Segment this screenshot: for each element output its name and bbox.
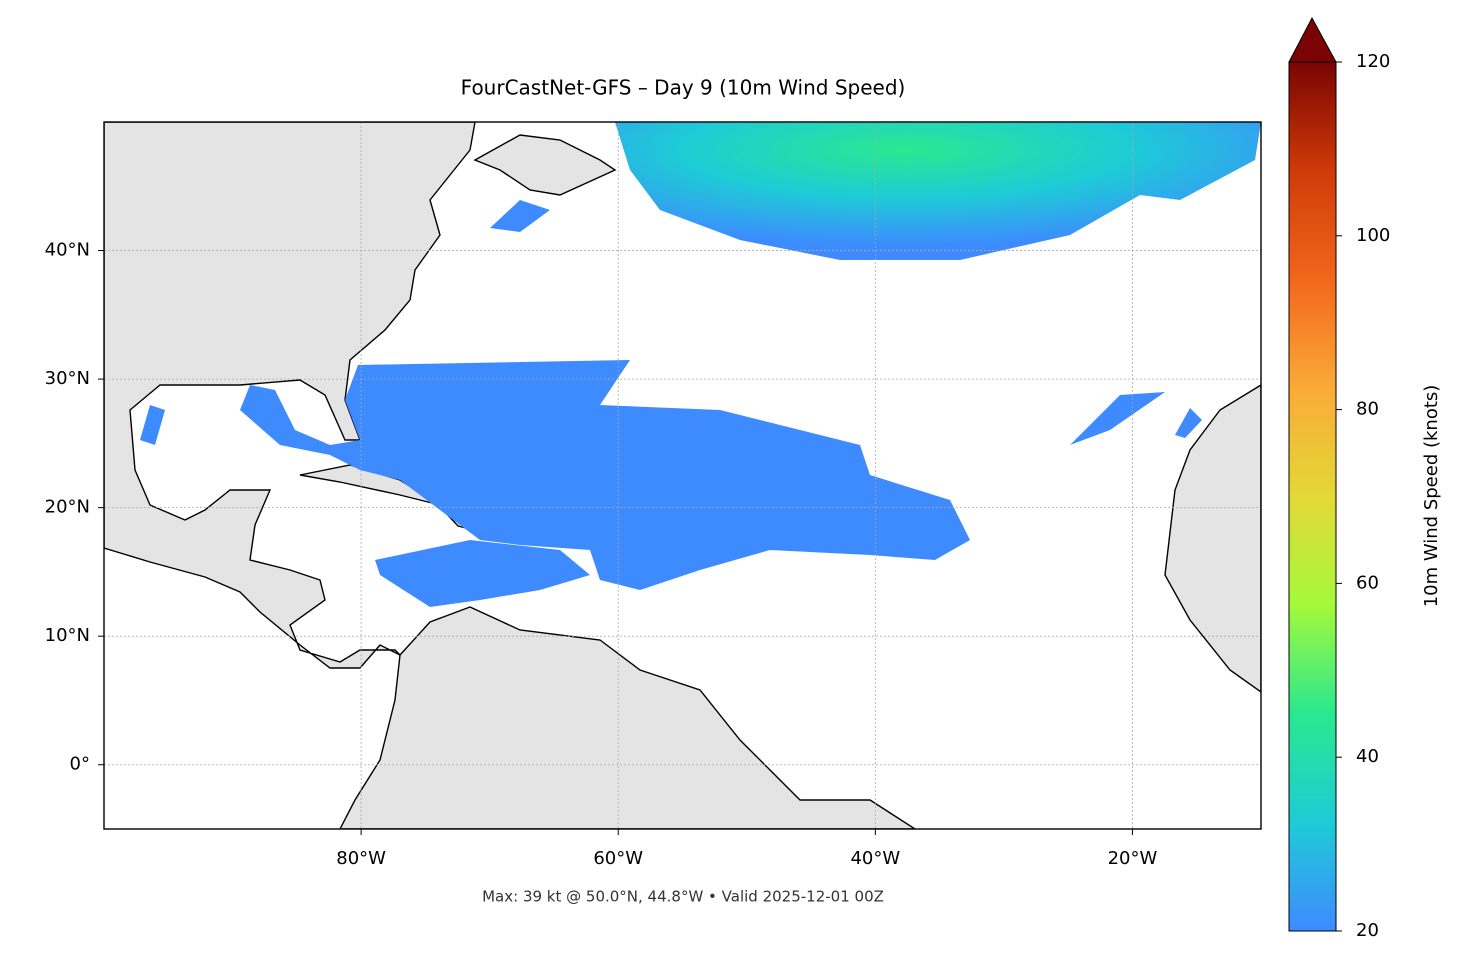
grid [104,122,1261,829]
colorbar-tick-label: 120 [1356,51,1390,72]
x-tick-label: 40°W [850,848,900,869]
map-area [104,122,1261,829]
wind-caribbean [375,540,590,607]
south-america [339,606,917,829]
wind-north [615,122,1261,260]
colorbar-extend [1288,16,1337,63]
colorbar-tick-label: 80 [1356,399,1379,420]
wind-small [140,200,1202,445]
y-tick-label: 30°N [45,368,90,389]
map-title: FourCastNet-GFS – Day 9 (10m Wind Speed) [461,76,906,100]
x-tick-label: 80°W [336,848,386,869]
colorbar-tick-label: 60 [1356,572,1379,593]
north-america [104,122,476,669]
y-tick-label: 20°N [45,497,90,518]
y-tick-label: 40°N [45,240,90,261]
africa [1164,384,1261,693]
y-tick-label: 10°N [45,625,90,646]
footer-note: Max: 39 kt @ 50.0°N, 44.8°W • Valid 2025… [482,888,884,906]
colorbar-tick-label: 40 [1356,746,1379,767]
x-tick-label: 20°W [1108,848,1158,869]
colorbar-tick-label: 100 [1356,225,1390,246]
colorbar-tick-label: 20 [1356,920,1379,941]
y-tick-label: 0° [70,754,90,775]
x-tick-label: 60°W [593,848,643,869]
colorbar-label: 10m Wind Speed (knots) [1421,385,1442,608]
colorbar [1288,61,1337,932]
wind-central [240,360,970,590]
map-frame [103,121,1262,830]
